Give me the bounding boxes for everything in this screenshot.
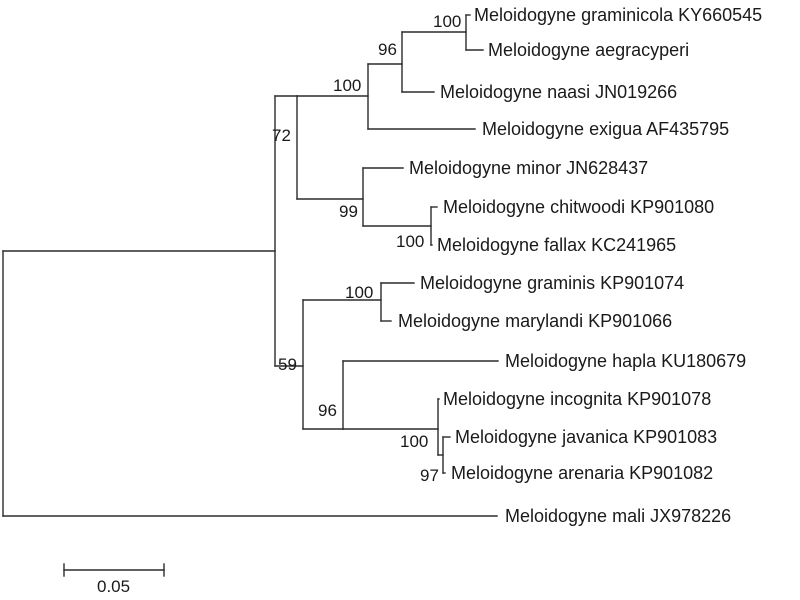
taxon-label: Meloidogyne naasi JN019266 bbox=[440, 82, 677, 102]
taxon-label: Meloidogyne minor JN628437 bbox=[409, 158, 648, 178]
support-value: 97 bbox=[420, 466, 439, 485]
support-value: 100 bbox=[433, 12, 461, 31]
taxon-label: Meloidogyne fallax KC241965 bbox=[437, 235, 676, 255]
support-value: 96 bbox=[318, 401, 337, 420]
support-value: 100 bbox=[333, 76, 361, 95]
taxon-label: Meloidogyne mali JX978226 bbox=[505, 506, 731, 526]
taxon-labels: Meloidogyne graminicola KY660545 Meloido… bbox=[398, 5, 762, 526]
taxon-label: Meloidogyne graminicola KY660545 bbox=[474, 5, 762, 25]
scale-bar-label: 0.05 bbox=[97, 577, 130, 596]
support-value: 96 bbox=[378, 40, 397, 59]
taxon-label: Meloidogyne javanica KP901083 bbox=[455, 427, 717, 447]
taxon-label: Meloidogyne incognita KP901078 bbox=[443, 389, 711, 409]
support-value: 59 bbox=[278, 355, 297, 374]
taxon-label: Meloidogyne graminis KP901074 bbox=[420, 273, 684, 293]
support-value: 100 bbox=[345, 283, 373, 302]
taxon-label: Meloidogyne arenaria KP901082 bbox=[451, 463, 713, 483]
taxon-label: Meloidogyne aegracyperi bbox=[488, 40, 689, 60]
support-value: 72 bbox=[272, 126, 291, 145]
support-value: 100 bbox=[400, 432, 428, 451]
support-value: 100 bbox=[396, 232, 424, 251]
support-value: 99 bbox=[339, 202, 358, 221]
scale-bar: 0.05 bbox=[63, 563, 165, 596]
support-values: 100 96 100 72 99 100 100 59 96 100 97 bbox=[272, 12, 461, 485]
tree-branches bbox=[2, 14, 499, 517]
taxon-label: Meloidogyne exigua AF435795 bbox=[482, 119, 729, 139]
taxon-label: Meloidogyne chitwoodi KP901080 bbox=[443, 197, 714, 217]
taxon-label: Meloidogyne hapla KU180679 bbox=[505, 351, 746, 371]
taxon-label: Meloidogyne marylandi KP901066 bbox=[398, 311, 672, 331]
